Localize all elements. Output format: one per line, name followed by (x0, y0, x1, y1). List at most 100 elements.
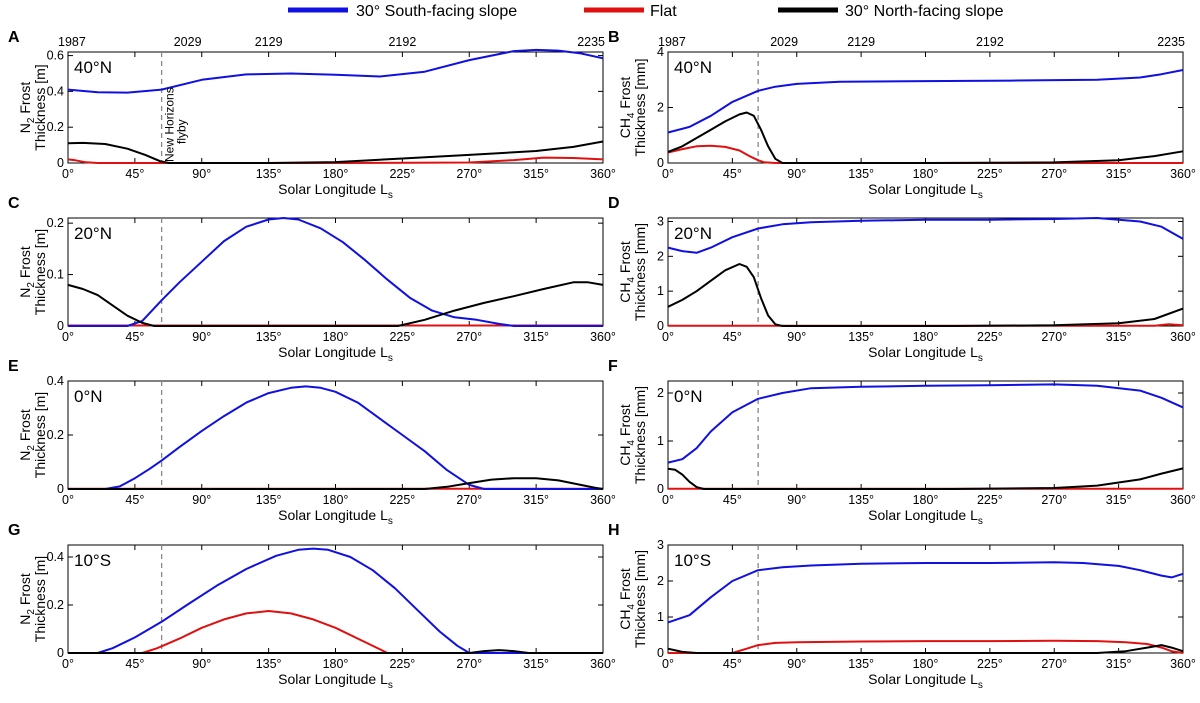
panel-letter: D (608, 195, 620, 212)
y-tick-label: 0 (57, 156, 64, 170)
x-tick-label: 270° (1041, 167, 1067, 181)
series-south (667, 69, 1184, 134)
series-south (667, 383, 1184, 464)
x-tick-label: 360° (1170, 657, 1196, 671)
legend-label: 30° North-facing slope (845, 3, 1004, 20)
series-north (67, 281, 604, 327)
latitude-label: 20°N (674, 224, 712, 243)
x-tick-label: 180° (913, 167, 939, 181)
y-tick-label: 0 (657, 646, 664, 660)
x-axis-title: Solar Longitude Ls (278, 344, 393, 364)
series-south (68, 217, 603, 327)
x-tick-label: 360° (1170, 493, 1196, 507)
x-tick-label: 135° (848, 167, 874, 181)
x-tick-label: 180° (913, 657, 939, 671)
x-tick-label: 180° (323, 657, 349, 671)
latitude-label: 40°N (674, 58, 712, 77)
y-tick-label: 0 (657, 482, 664, 496)
x-tick-label: 45° (125, 493, 144, 507)
x-tick-label: 360° (590, 493, 616, 507)
top-axis-year-label: 2029 (174, 35, 202, 49)
x-tick-label: 45° (125, 167, 144, 181)
x-tick-label: 360° (590, 330, 616, 344)
y-axis-title-line1: N2 Frost (17, 246, 37, 298)
x-tick-label: 180° (323, 330, 349, 344)
panel-B: 0° 45° 90° 135° 180° 225° 270° 315° 360° Solar Lo… (608, 29, 1196, 201)
series-north (68, 477, 604, 490)
x-tick-label: 135° (256, 493, 282, 507)
flyby-annotation-line1: New Horizons (163, 87, 177, 162)
x-tick-label: 0° (62, 330, 74, 344)
x-tick-label: 90° (787, 330, 806, 344)
x-axis-title: Solar Longitude Ls (278, 507, 393, 527)
x-tick-label: 270° (1041, 493, 1067, 507)
series-north (667, 644, 1184, 654)
x-tick-label: 225° (977, 330, 1003, 344)
y-axis-title-line2: Thickness [mm] (632, 386, 648, 484)
panel-letter: C (8, 195, 20, 212)
x-tick-label: 135° (848, 330, 874, 344)
panels: 0° 45° 90° 135° 180° 225° 270° 315° 360° Solar Lo… (8, 29, 1196, 691)
y-axis-title-line1: CH4 Frost (617, 568, 637, 630)
y-tick-label: 0 (657, 156, 664, 170)
x-tick-label: 225° (977, 493, 1003, 507)
x-tick-label: 90° (787, 167, 806, 181)
x-tick-label: 360° (590, 167, 616, 181)
x-tick-label: 360° (1170, 167, 1196, 181)
x-tick-label: 315° (523, 167, 549, 181)
series-north (67, 140, 604, 164)
series-south (667, 217, 1184, 254)
x-tick-label: 270° (456, 493, 482, 507)
y-tick-label: 0.4 (47, 550, 64, 564)
series-south (667, 561, 1184, 624)
y-axis-title-line2: Thickness [m] (32, 64, 48, 150)
y-axis-title-line1: N2 Frost (17, 409, 37, 461)
x-axis-title: Solar Longitude Ls (868, 181, 983, 201)
plot-frame (667, 544, 1184, 654)
y-tick-label: 0 (57, 319, 64, 333)
x-tick-label: 45° (125, 330, 144, 344)
x-tick-label: 90° (192, 330, 211, 344)
panel-F: 0° 45° 90° 135° 180° 225° 270° 315° 360° Solar Lo… (608, 358, 1196, 527)
series-north (667, 111, 1184, 164)
series-north (667, 263, 1184, 327)
y-tick-label: 2 (657, 249, 664, 263)
x-tick-label: 315° (523, 330, 549, 344)
y-axis-title-line2: Thickness [mm] (632, 550, 648, 648)
y-tick-label: 2 (657, 574, 664, 588)
y-axis-title-line1: CH4 Frost (617, 404, 637, 466)
x-tick-label: 45° (723, 493, 742, 507)
y-tick-label: 0.4 (47, 84, 64, 98)
x-tick-label: 180° (323, 167, 349, 181)
plot-frame (67, 380, 604, 490)
x-tick-label: 270° (456, 657, 482, 671)
y-tick-label: 0 (57, 646, 64, 660)
y-tick-label: 1 (657, 284, 664, 298)
x-tick-label: 90° (192, 493, 211, 507)
series-south (67, 48, 604, 94)
x-tick-label: 315° (1106, 167, 1132, 181)
x-tick-label: 135° (256, 330, 282, 344)
y-tick-label: 1 (657, 434, 664, 448)
x-tick-label: 0° (662, 330, 674, 344)
x-tick-label: 135° (256, 657, 282, 671)
x-tick-label: 315° (1106, 493, 1132, 507)
latitude-label: 10°S (74, 551, 111, 570)
x-tick-label: 180° (323, 493, 349, 507)
y-tick-label: 0.2 (47, 598, 64, 612)
x-tick-label: 225° (389, 330, 415, 344)
x-tick-label: 225° (389, 657, 415, 671)
x-tick-label: 225° (977, 167, 1003, 181)
x-tick-label: 180° (913, 330, 939, 344)
y-axis-title-line2: Thickness [m] (32, 392, 48, 478)
plot-frame (67, 217, 604, 327)
x-tick-label: 90° (192, 657, 211, 671)
y-axis-title-line1: N2 Frost (17, 82, 37, 134)
x-tick-label: 0° (662, 657, 674, 671)
series-flat (68, 610, 603, 654)
top-axis-year-label: 2235 (577, 35, 605, 49)
latitude-label: 0°N (674, 387, 703, 406)
top-axis-year-label: 2235 (1157, 35, 1185, 49)
x-axis-title: Solar Longitude Ls (278, 181, 393, 201)
